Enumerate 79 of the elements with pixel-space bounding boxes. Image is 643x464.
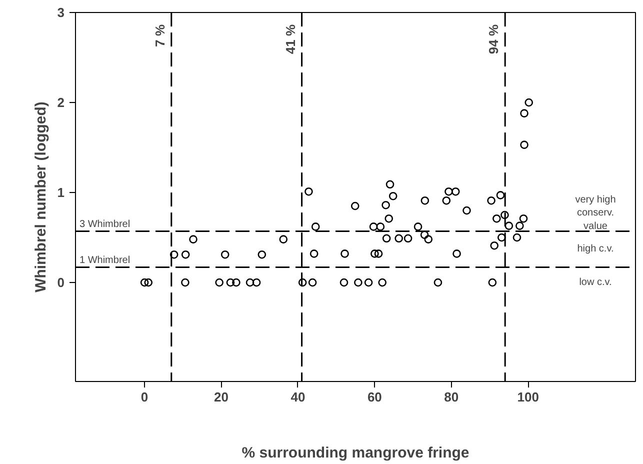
point xyxy=(420,196,430,205)
point xyxy=(232,278,240,287)
ref-line-label: 1 Whimbrel xyxy=(80,255,130,266)
point xyxy=(524,98,534,107)
x-axis-title: % surrounding mangrove fringe xyxy=(242,444,470,462)
ref-line-label: 94 % xyxy=(486,24,502,54)
x-tick-label: 60 xyxy=(367,390,382,404)
annotation: very high conserv. value xyxy=(575,194,616,232)
point xyxy=(492,214,501,223)
point xyxy=(252,278,261,287)
point xyxy=(376,222,385,231)
point xyxy=(424,235,433,244)
point xyxy=(497,233,506,242)
x-tick-label: 0 xyxy=(140,390,148,404)
point xyxy=(215,278,224,287)
point xyxy=(434,278,442,287)
x-tick-label: 40 xyxy=(290,390,306,404)
point xyxy=(520,140,528,149)
point xyxy=(226,278,235,287)
point xyxy=(487,196,496,205)
point xyxy=(374,250,383,258)
x-tick-label: 80 xyxy=(444,390,459,404)
y-tick-label: 0 xyxy=(57,275,65,290)
x-tick-label: 100 xyxy=(517,390,539,404)
annotation: low c.v. xyxy=(579,277,612,288)
point xyxy=(370,250,379,258)
point xyxy=(382,200,390,210)
point xyxy=(354,278,362,287)
point xyxy=(364,278,373,287)
point xyxy=(369,222,378,231)
point xyxy=(451,187,460,196)
point xyxy=(386,180,394,189)
point xyxy=(404,234,412,243)
point xyxy=(181,250,190,259)
point xyxy=(258,250,266,259)
point xyxy=(452,250,461,258)
point xyxy=(340,278,348,287)
point xyxy=(382,234,391,243)
point xyxy=(140,278,149,287)
point xyxy=(444,187,453,196)
point xyxy=(462,206,471,215)
point xyxy=(308,278,317,287)
point xyxy=(496,191,505,200)
x-tick-label: 20 xyxy=(214,390,228,404)
point xyxy=(520,109,528,118)
y-tick-label: 1 xyxy=(57,185,65,200)
ref-line-label: 41 % xyxy=(282,24,298,54)
point xyxy=(512,233,522,242)
y-tick-label: 2 xyxy=(57,95,65,110)
point xyxy=(350,202,360,210)
ref-line-label: 3 Whimbrel xyxy=(80,219,130,230)
point xyxy=(519,214,528,223)
point xyxy=(310,250,318,258)
point xyxy=(394,234,403,243)
point xyxy=(298,278,307,287)
point xyxy=(414,222,422,231)
point xyxy=(279,235,288,244)
point xyxy=(504,222,514,230)
point xyxy=(442,196,451,205)
y-axis-title: Whimbrel number (logged) xyxy=(32,102,50,292)
point xyxy=(388,192,398,200)
point xyxy=(181,278,190,287)
point xyxy=(384,214,394,223)
annotation: high c.v. xyxy=(577,244,614,255)
point xyxy=(304,187,313,196)
point xyxy=(144,278,153,287)
point xyxy=(220,250,230,259)
point xyxy=(189,235,198,244)
point xyxy=(340,250,349,258)
y-tick-label: 3 xyxy=(57,5,65,20)
point xyxy=(488,278,497,287)
point xyxy=(516,222,524,230)
point xyxy=(246,278,254,287)
point xyxy=(500,210,509,220)
point xyxy=(490,241,498,250)
point xyxy=(311,222,320,231)
ref-line-label: 7 % xyxy=(152,24,168,47)
point xyxy=(378,278,386,287)
point xyxy=(170,250,178,259)
